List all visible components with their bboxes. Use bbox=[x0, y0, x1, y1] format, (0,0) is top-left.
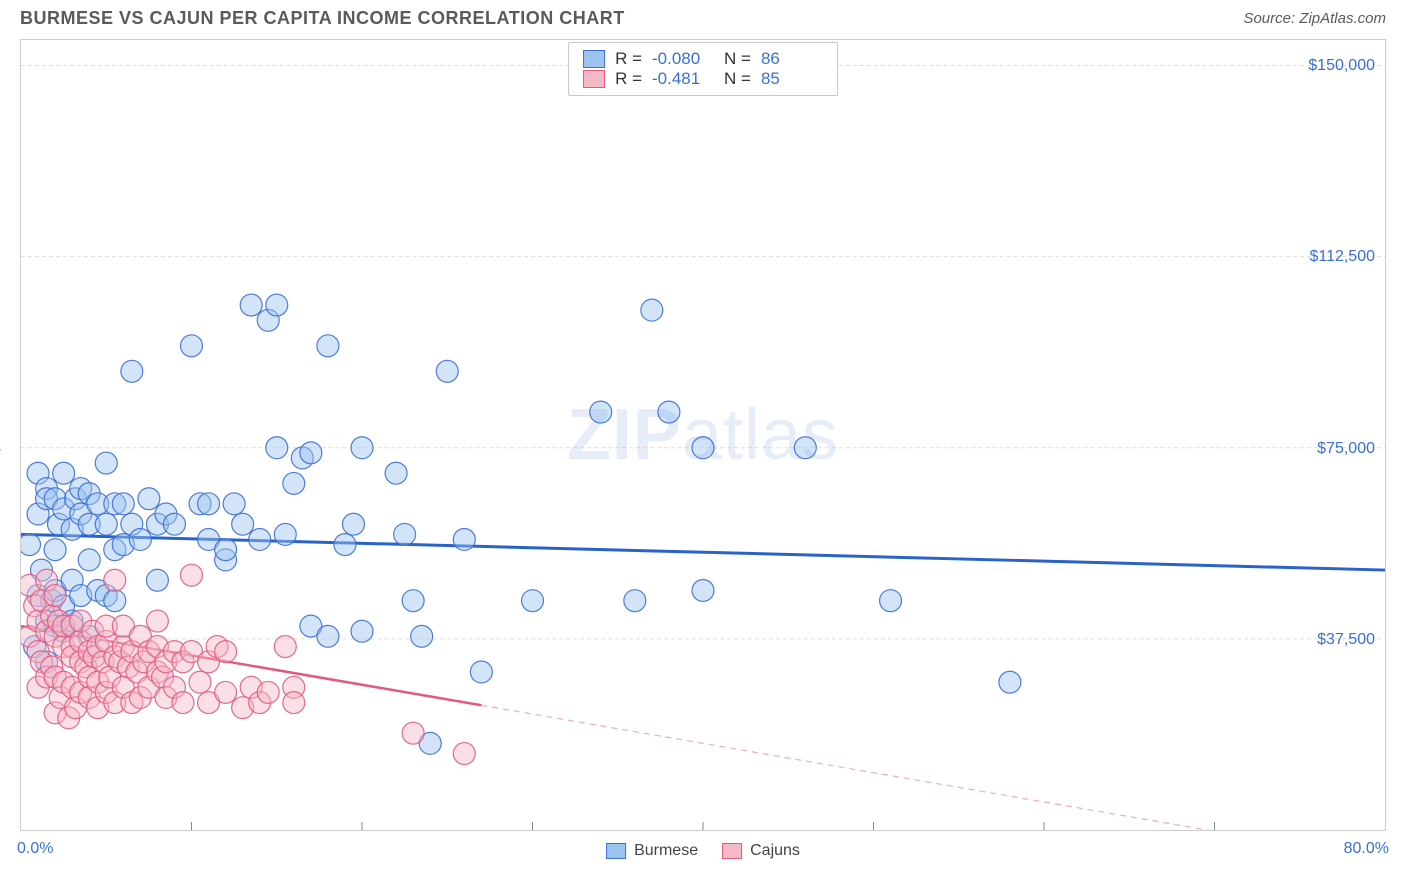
legend-swatch bbox=[722, 843, 742, 859]
series-legend-label: Burmese bbox=[634, 842, 698, 860]
series-legend: Burmese Cajuns bbox=[606, 842, 800, 860]
series-legend-item: Burmese bbox=[606, 842, 698, 860]
y-tick-label: $75,000 bbox=[1317, 440, 1375, 458]
chart-header: BURMESE VS CAJUN PER CAPITA INCOME CORRE… bbox=[0, 0, 1406, 33]
legend-r-label: R = bbox=[615, 69, 642, 89]
legend-r-value: -0.481 bbox=[652, 69, 714, 89]
legend-r-value: -0.080 bbox=[652, 49, 714, 69]
correlation-legend: R = -0.080 N = 86 R = -0.481 N = 85 bbox=[568, 42, 838, 96]
y-tick-label: $37,500 bbox=[1317, 631, 1375, 649]
legend-n-label: N = bbox=[724, 69, 751, 89]
correlation-legend-row: R = -0.080 N = 86 bbox=[583, 49, 823, 69]
scatter-plot bbox=[21, 40, 1385, 830]
series-legend-label: Cajuns bbox=[750, 842, 800, 860]
legend-n-label: N = bbox=[724, 49, 751, 69]
legend-r-label: R = bbox=[615, 49, 642, 69]
x-axis-min-label: 0.0% bbox=[17, 840, 53, 858]
legend-n-value: 85 bbox=[761, 69, 823, 89]
legend-swatch bbox=[583, 70, 605, 88]
chart-title: BURMESE VS CAJUN PER CAPITA INCOME CORRE… bbox=[20, 8, 625, 29]
x-axis-max-label: 80.0% bbox=[1344, 840, 1389, 858]
legend-swatch bbox=[583, 50, 605, 68]
source-attribution: Source: ZipAtlas.com bbox=[1243, 10, 1386, 27]
y-axis-label: Per Capita Income bbox=[0, 369, 2, 502]
correlation-legend-row: R = -0.481 N = 85 bbox=[583, 69, 823, 89]
y-tick-label: $150,000 bbox=[1308, 57, 1375, 75]
legend-n-value: 86 bbox=[761, 49, 823, 69]
legend-swatch bbox=[606, 843, 626, 859]
chart-area: Per Capita Income ZIPatlas $37,500$75,00… bbox=[20, 39, 1386, 831]
y-tick-label: $112,500 bbox=[1309, 248, 1375, 266]
series-legend-item: Cajuns bbox=[722, 842, 800, 860]
